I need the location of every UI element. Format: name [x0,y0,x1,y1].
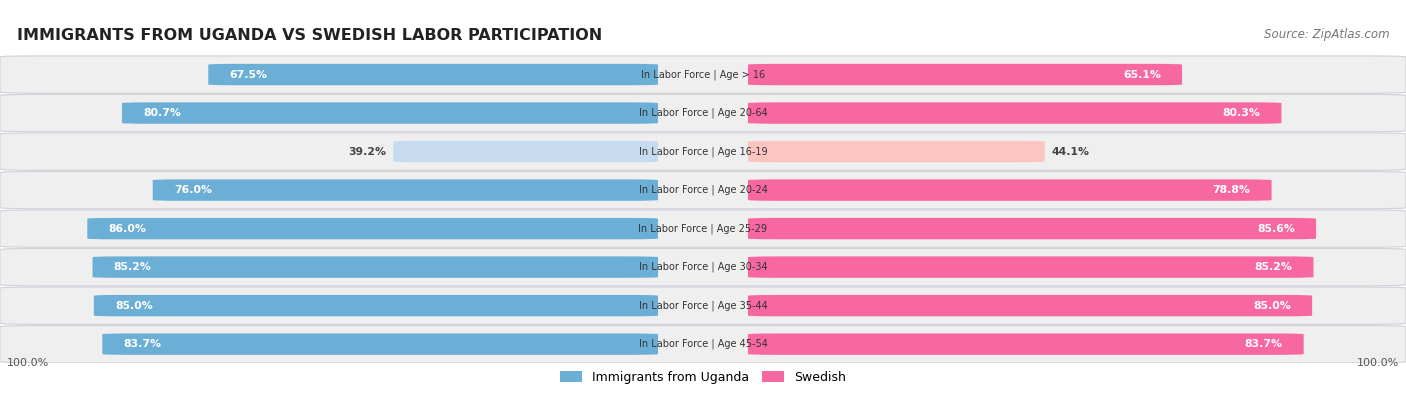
FancyBboxPatch shape [748,141,1045,162]
FancyBboxPatch shape [748,295,1312,316]
FancyBboxPatch shape [748,256,1313,278]
FancyBboxPatch shape [748,218,1316,239]
Text: In Labor Force | Age 45-54: In Labor Force | Age 45-54 [638,339,768,350]
Text: 85.6%: 85.6% [1257,224,1295,233]
FancyBboxPatch shape [153,179,658,201]
Text: In Labor Force | Age 20-64: In Labor Force | Age 20-64 [638,108,768,118]
Text: Source: ZipAtlas.com: Source: ZipAtlas.com [1264,28,1389,41]
Text: 100.0%: 100.0% [7,358,49,369]
Text: 39.2%: 39.2% [349,147,387,156]
Text: 76.0%: 76.0% [174,185,212,195]
FancyBboxPatch shape [122,102,658,124]
FancyBboxPatch shape [0,133,1406,170]
Text: 100.0%: 100.0% [1357,358,1399,369]
Text: 85.2%: 85.2% [114,262,152,272]
Text: 44.1%: 44.1% [1052,147,1090,156]
FancyBboxPatch shape [0,210,1406,247]
Text: 80.3%: 80.3% [1222,108,1260,118]
Text: In Labor Force | Age 25-29: In Labor Force | Age 25-29 [638,223,768,234]
Text: 80.7%: 80.7% [143,108,181,118]
Text: In Labor Force | Age > 16: In Labor Force | Age > 16 [641,69,765,80]
Text: 86.0%: 86.0% [108,224,146,233]
Text: 85.0%: 85.0% [115,301,153,310]
Text: 67.5%: 67.5% [229,70,267,79]
Text: 85.0%: 85.0% [1253,301,1291,310]
FancyBboxPatch shape [94,295,658,316]
Text: IMMIGRANTS FROM UGANDA VS SWEDISH LABOR PARTICIPATION: IMMIGRANTS FROM UGANDA VS SWEDISH LABOR … [17,28,602,43]
FancyBboxPatch shape [87,218,658,239]
FancyBboxPatch shape [748,102,1281,124]
Text: 78.8%: 78.8% [1212,185,1250,195]
Legend: Immigrants from Uganda, Swedish: Immigrants from Uganda, Swedish [555,366,851,389]
FancyBboxPatch shape [0,94,1406,132]
Text: 83.7%: 83.7% [124,339,162,349]
FancyBboxPatch shape [748,179,1271,201]
FancyBboxPatch shape [748,333,1303,355]
Text: 85.2%: 85.2% [1254,262,1292,272]
Text: 83.7%: 83.7% [1244,339,1282,349]
Text: In Labor Force | Age 16-19: In Labor Force | Age 16-19 [638,146,768,157]
FancyBboxPatch shape [0,56,1406,93]
Text: In Labor Force | Age 20-24: In Labor Force | Age 20-24 [638,185,768,196]
Text: In Labor Force | Age 30-34: In Labor Force | Age 30-34 [638,262,768,273]
FancyBboxPatch shape [103,333,658,355]
FancyBboxPatch shape [93,256,658,278]
FancyBboxPatch shape [0,325,1406,363]
FancyBboxPatch shape [0,248,1406,286]
FancyBboxPatch shape [0,287,1406,324]
Text: In Labor Force | Age 35-44: In Labor Force | Age 35-44 [638,300,768,311]
FancyBboxPatch shape [394,141,658,162]
Text: 65.1%: 65.1% [1123,70,1161,79]
FancyBboxPatch shape [0,171,1406,209]
FancyBboxPatch shape [208,64,658,85]
FancyBboxPatch shape [748,64,1182,85]
